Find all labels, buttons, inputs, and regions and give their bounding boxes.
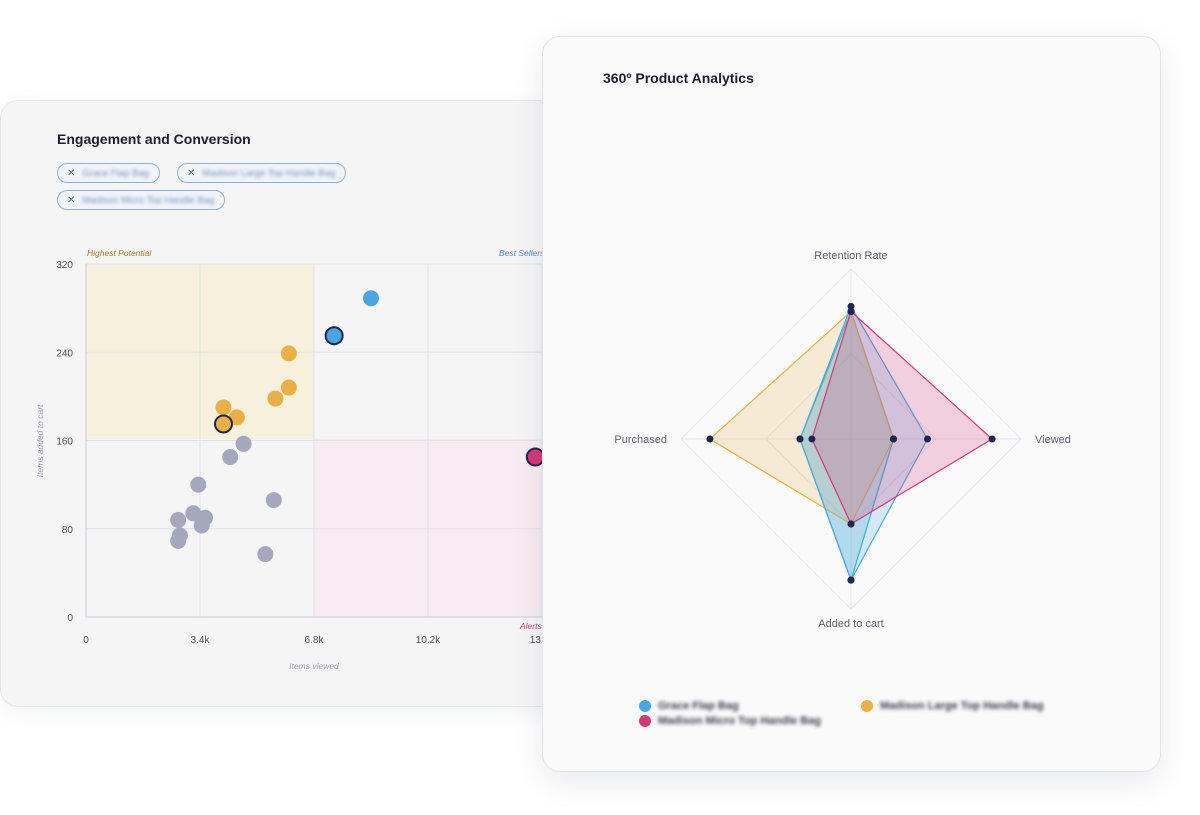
chip-label: Madison Micro Top Handle Bag [82, 194, 215, 206]
radar-polygons [708, 305, 994, 583]
y-tick-label: 240 [56, 348, 73, 359]
radar-vertex[interactable] [847, 308, 855, 315]
legend-swatch [861, 700, 873, 712]
analytics-card: 360º Product Analytics Retention Rate Vi… [542, 36, 1161, 772]
x-tick-label: 6.8k [305, 635, 325, 646]
scatter-point[interactable] [215, 399, 232, 416]
scatter-point[interactable] [363, 290, 379, 307]
close-icon[interactable]: ✕ [67, 167, 76, 179]
scatter-point-other[interactable] [257, 546, 274, 563]
scatter-point-other[interactable] [193, 517, 210, 534]
scatter-point-other[interactable] [170, 511, 187, 528]
scatter-point-selected[interactable] [324, 326, 344, 346]
scatter-point[interactable] [280, 345, 297, 362]
analytics-title: 360º Product Analytics [603, 70, 754, 86]
x-axis-label: Items viewed [289, 661, 339, 671]
filter-chip-madison-large[interactable]: ✕ Madison Large Top Handle Bag [177, 163, 347, 183]
axis-label-retention-rate: Retention Rate [814, 250, 887, 262]
legend-item-madison-large[interactable]: Madison Large Top Handle Bag [861, 700, 1044, 712]
radar-vertex[interactable] [796, 435, 804, 443]
quadrant-label-alerts: Alerts [519, 621, 542, 631]
chip-label: Madison Large Top Handle Bag [202, 167, 336, 179]
scatter-point[interactable] [267, 390, 284, 407]
radar-vertices [706, 302, 996, 584]
filter-chip-grace-flap-bag[interactable]: ✕ Grace Flap Bag [57, 163, 160, 183]
scatter-point-other[interactable] [222, 449, 239, 466]
quadrant-label-highest-potential: Highest Potential [87, 248, 152, 258]
radar-vertex[interactable] [890, 435, 897, 443]
scatter-point-other[interactable] [190, 476, 207, 493]
radar-vertex[interactable] [808, 435, 816, 443]
legend-item-madison-micro[interactable]: Madison Micro Top Handle Bag [639, 715, 821, 727]
radar-vertex[interactable] [706, 435, 714, 443]
axis-label-viewed: Viewed [1035, 434, 1071, 446]
legend-swatch [639, 700, 651, 712]
legend-swatch [639, 715, 651, 727]
close-icon[interactable]: ✕ [187, 167, 196, 179]
legend-label: Madison Large Top Handle Bag [880, 700, 1044, 712]
scatter-point[interactable] [228, 409, 245, 426]
radar-vertex[interactable] [924, 435, 931, 443]
scatter-point[interactable] [280, 379, 297, 396]
y-tick-label: 160 [56, 437, 73, 448]
x-tick-label: 3.4k [191, 635, 211, 646]
y-tick-label: 320 [56, 260, 73, 271]
scatter-point-other[interactable] [235, 435, 252, 452]
scatter-point-selected[interactable] [213, 414, 233, 434]
engagement-title: Engagement and Conversion [57, 131, 251, 147]
close-icon[interactable]: ✕ [67, 194, 76, 206]
axis-label-purchased: Purchased [614, 434, 667, 446]
legend-item-grace-flap-bag[interactable]: Grace Flap Bag [639, 700, 739, 712]
quadrant-label-best-sellers: Best Sellers [499, 248, 545, 258]
y-axis-label: Items added to cart [35, 404, 45, 477]
axis-label-added-to-cart: Added to cart [818, 618, 883, 630]
radar-vertex[interactable] [847, 576, 855, 584]
x-tick-label: 10.2k [416, 635, 441, 646]
scatter-point-other[interactable] [170, 532, 187, 549]
scatter-points [170, 290, 545, 563]
radar-vertex[interactable] [847, 520, 855, 528]
y-tick-label: 80 [62, 525, 74, 536]
y-tick-label: 0 [67, 613, 73, 624]
radar-vertex[interactable] [847, 302, 855, 310]
legend-label: Madison Micro Top Handle Bag [658, 715, 821, 727]
chip-label: Grace Flap Bag [82, 167, 149, 179]
engagement-card: Engagement and Conversion ✕ Grace Flap B… [0, 100, 580, 707]
filter-chip-madison-micro[interactable]: ✕ Madison Micro Top Handle Bag [57, 190, 226, 210]
legend-label: Grace Flap Bag [658, 700, 739, 712]
radar-chart: Retention Rate Viewed Added to cart Purc… [614, 250, 1071, 630]
scatter-point-other[interactable] [265, 492, 282, 509]
scatter-point-other[interactable] [185, 505, 202, 522]
radar-vertex[interactable] [988, 435, 996, 443]
x-tick-label: 0 [83, 635, 89, 646]
